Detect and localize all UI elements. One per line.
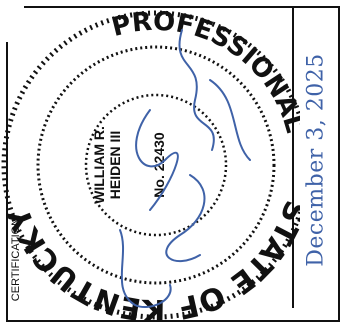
signature-scribble [119,29,251,308]
date-column: December 3, 2025 [296,12,336,308]
frame-bottom-border [6,320,340,322]
frame-top-border [24,6,340,8]
seal-date: December 3, 2025 [303,53,329,267]
document-frame [6,6,340,322]
certification-label: CERTIFICATION: [10,214,22,302]
date-column-divider [292,8,294,308]
engineer-name-line-2: HEIDEN III [107,131,123,199]
frame-right-border [338,6,340,322]
engineer-seal: STATE OF KENTUCKY PROFESSIONAL WILLIAM R… [1,7,300,327]
seal-outer-ring [1,10,300,320]
seal-ring-text-professional: PROFESSIONAL [109,7,300,137]
seal-inner-ring [84,93,228,237]
engineer-name-line-1: WILLIAM R. [91,126,107,204]
frame-left-border [6,42,8,322]
